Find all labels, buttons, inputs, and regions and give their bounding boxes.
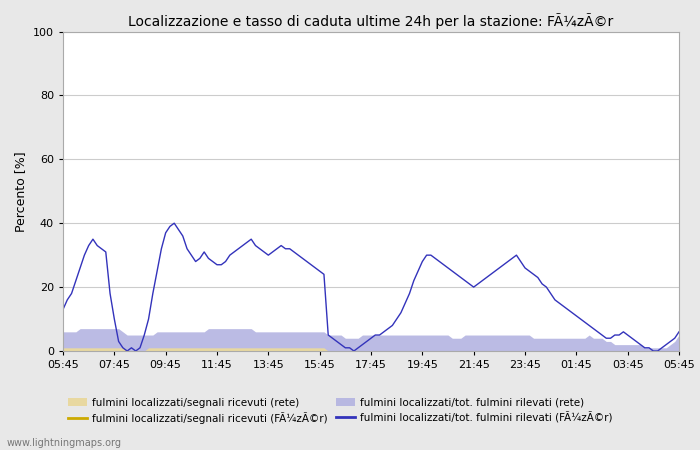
Title: Localizzazione e tasso di caduta ultime 24h per la stazione: FÃ¼zÃ©r: Localizzazione e tasso di caduta ultime … <box>128 13 614 29</box>
Y-axis label: Percento [%]: Percento [%] <box>15 151 27 232</box>
Text: www.lightningmaps.org: www.lightningmaps.org <box>7 438 122 448</box>
Legend: fulmini localizzati/segnali ricevuti (rete), fulmini localizzati/segnali ricevut: fulmini localizzati/segnali ricevuti (re… <box>68 398 612 424</box>
